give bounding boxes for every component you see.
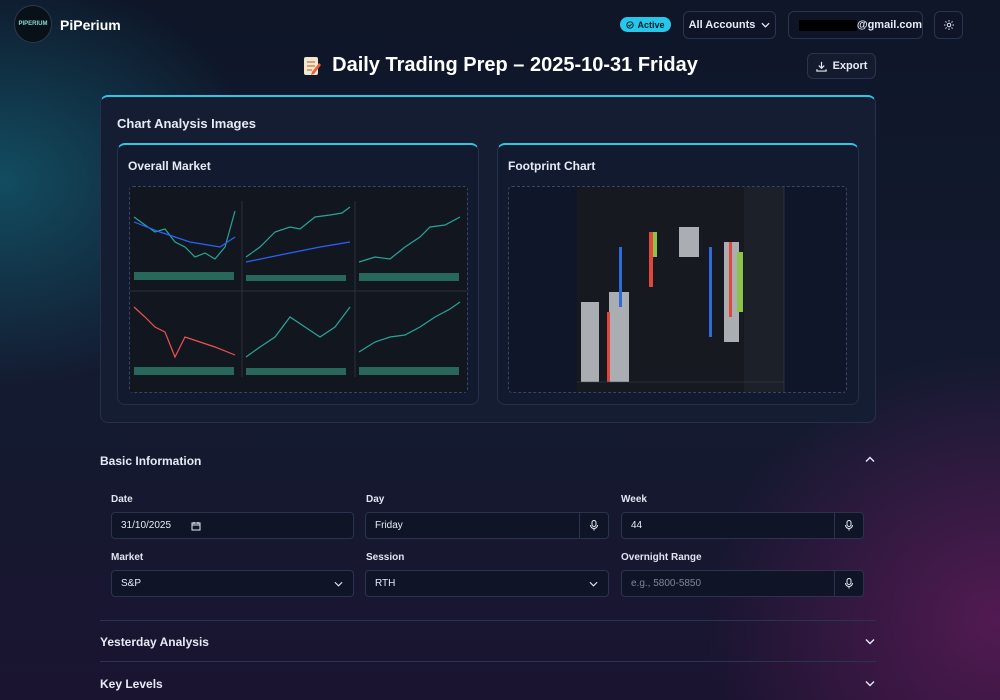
chevron-down — [589, 581, 598, 587]
status-badge: Active — [620, 17, 671, 32]
card-title: Chart Analysis Images — [117, 116, 256, 131]
divider — [100, 661, 876, 662]
chevron-down[interactable] — [865, 638, 875, 645]
brand: PiPerium — [60, 17, 121, 33]
field-label: Market — [111, 552, 144, 563]
email: @gmail.com — [856, 19, 922, 31]
overnight-range-input[interactable]: e.g., 5800-5850 — [621, 570, 864, 597]
mic-icon — [590, 520, 598, 531]
account-selector[interactable]: All Accounts — [683, 11, 776, 39]
input-value: S&P — [121, 578, 142, 589]
divider — [100, 620, 876, 621]
gear-icon — [943, 20, 954, 30]
section-title[interactable]: Key Levels — [100, 677, 163, 691]
account-selector-text: All Accounts — [688, 19, 756, 31]
status-text: Active — [637, 19, 665, 30]
panel-title: Overall Market — [128, 159, 211, 173]
mic-icon — [845, 578, 853, 589]
title-row: Daily Trading Prep – 2025-10-31 Friday — [0, 54, 1000, 77]
week-input[interactable]: 44 — [621, 512, 864, 539]
section-title[interactable]: Basic Information — [100, 454, 202, 468]
field-label: Date — [111, 494, 133, 505]
input-value: 44 — [631, 520, 643, 531]
mic-icon — [845, 520, 853, 531]
calendar-icon — [191, 521, 201, 530]
image-dropzone[interactable] — [129, 186, 468, 393]
market-select[interactable]: S&P — [111, 570, 354, 597]
settings-button[interactable] — [934, 11, 963, 39]
section-title[interactable]: Yesterday Analysis — [100, 635, 209, 649]
session-select[interactable]: RTH — [365, 570, 609, 597]
account-menu[interactable]: @gmail.com — [788, 11, 923, 39]
redacted — [799, 19, 857, 31]
download-icon — [815, 61, 827, 72]
footprint-screenshot — [577, 187, 785, 392]
mic-button[interactable] — [834, 571, 863, 596]
day-input[interactable]: Friday — [365, 512, 609, 539]
input-value: Friday — [375, 520, 403, 531]
check-icon — [626, 20, 635, 29]
input-placeholder: e.g., 5800-5850 — [631, 578, 702, 589]
field-label: Overnight Range — [621, 552, 702, 563]
chevron-down — [334, 581, 343, 587]
chevron-down — [761, 22, 770, 28]
mic-button[interactable] — [834, 513, 863, 538]
image-dropzone[interactable] — [508, 186, 847, 393]
market-screenshot — [130, 187, 467, 392]
field-label: Day — [366, 494, 385, 505]
memo-icon — [304, 56, 322, 75]
field-label: Session — [366, 552, 405, 563]
chevron-up[interactable] — [865, 456, 875, 463]
date-input[interactable]: 31/10/2025 — [111, 512, 354, 539]
input-value: 31/10/2025 — [121, 520, 172, 531]
chevron-down[interactable] — [865, 680, 875, 687]
input-value: RTH — [375, 578, 396, 589]
mic-button[interactable] — [579, 513, 608, 538]
field-label: Week — [621, 494, 647, 505]
panel-title: Footprint Chart — [508, 159, 596, 173]
export-button[interactable]: Export — [807, 53, 876, 79]
export-text: Export — [832, 60, 868, 72]
page-title: Daily Trading Prep – 2025-10-31 Friday — [332, 54, 698, 76]
logo[interactable]: PIPERIUM — [14, 5, 52, 43]
